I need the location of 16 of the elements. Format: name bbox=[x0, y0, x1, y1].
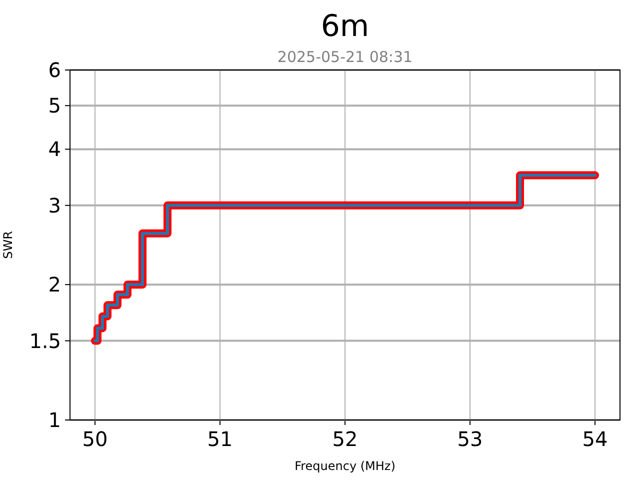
y-tick-label: 2 bbox=[48, 272, 61, 297]
y-tick-label: 1.5 bbox=[29, 328, 61, 353]
x-tick-label: 54 bbox=[582, 427, 608, 451]
y-axis-title: SWR bbox=[1, 231, 15, 259]
x-tick-label: 51 bbox=[207, 427, 233, 451]
y-tick-label: 3 bbox=[48, 193, 61, 218]
y-tick-label: 1 bbox=[48, 408, 61, 432]
chart-subtitle: 2025-05-21 08:31 bbox=[277, 48, 413, 66]
x-tick-label: 50 bbox=[82, 427, 108, 451]
chart-title: 6m bbox=[320, 9, 370, 44]
x-tick-label: 53 bbox=[457, 427, 483, 451]
y-tick-label: 5 bbox=[48, 94, 61, 118]
x-axis-title: Frequency (MHz) bbox=[294, 459, 396, 473]
y-tick-label: 6 bbox=[48, 58, 61, 82]
x-tick-label: 52 bbox=[332, 427, 358, 451]
y-tick-label: 4 bbox=[48, 137, 61, 162]
